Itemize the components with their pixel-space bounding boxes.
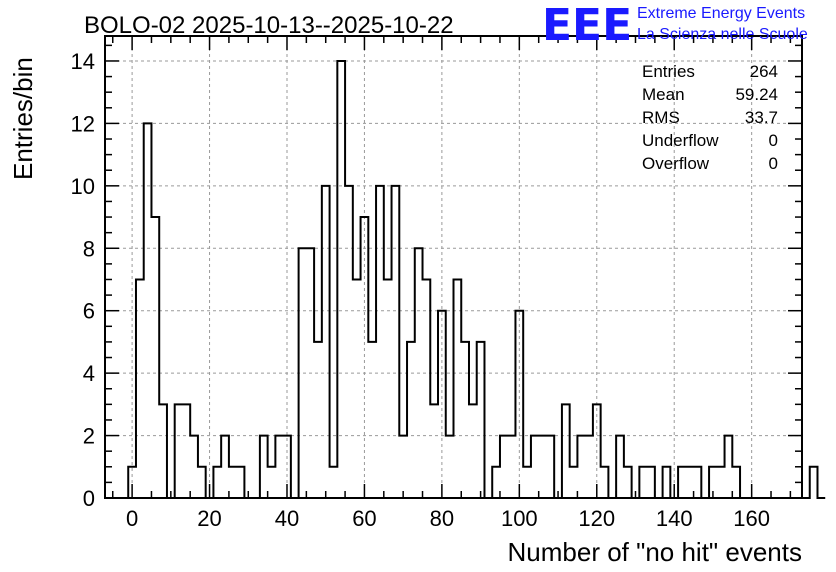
y-tick-label: 0 (83, 486, 95, 511)
x-tick-label: 80 (430, 506, 454, 531)
stats-label: Overflow (642, 154, 710, 173)
x-tick-label: 60 (352, 506, 376, 531)
y-tick-label: 10 (71, 174, 95, 199)
x-tick-label: 100 (501, 506, 538, 531)
y-tick-label: 4 (83, 361, 95, 386)
y-tick-label: 12 (71, 111, 95, 136)
stats-label: Mean (642, 85, 685, 104)
stats-value: 264 (750, 62, 778, 81)
stats-box: Entries 264 Mean 59.24 RMS 33.7 Underflow 0 Over… (642, 62, 778, 173)
stats-label: Underflow (642, 131, 719, 150)
x-tick-label: 40 (275, 506, 299, 531)
stats-value: 0 (769, 131, 778, 150)
y-tick-label: 8 (83, 236, 95, 261)
stats-value: 0 (769, 154, 778, 173)
x-tick-label: 140 (656, 506, 693, 531)
stats-label: RMS (642, 108, 680, 127)
plot-frame (104, 35, 803, 499)
x-axis-label: Number of "no hit" events (508, 537, 803, 567)
logo-line-2: La Scienza nelle Scuole (637, 26, 808, 43)
x-tick-label: 0 (126, 506, 138, 531)
stats-value: 59.24 (735, 85, 778, 104)
y-tick-label: 6 (83, 299, 95, 324)
x-tick-label: 160 (733, 506, 770, 531)
y-axis-label: Entries/bin (8, 57, 38, 180)
stats-label: Entries (642, 62, 695, 81)
axis-ticks: 0 20 40 60 80 100 120 140 160 0 2 4 6 8 10 12 14 (71, 36, 802, 531)
x-tick-label: 20 (197, 506, 221, 531)
y-tick-label: 2 (83, 424, 95, 449)
x-tick-label: 120 (578, 506, 615, 531)
logo-mark: EEE (542, 0, 632, 51)
logo-line-1: Extreme Energy Events (637, 5, 805, 22)
histogram-outline (127, 59, 826, 499)
chart-title: BOLO-02 2025-10-13--2025-10-22 (84, 12, 454, 39)
eee-logo: EEE Extreme Energy Events La Scienza nel… (542, 0, 808, 51)
stats-value: 33.7 (745, 108, 778, 127)
y-tick-label: 14 (71, 49, 95, 74)
